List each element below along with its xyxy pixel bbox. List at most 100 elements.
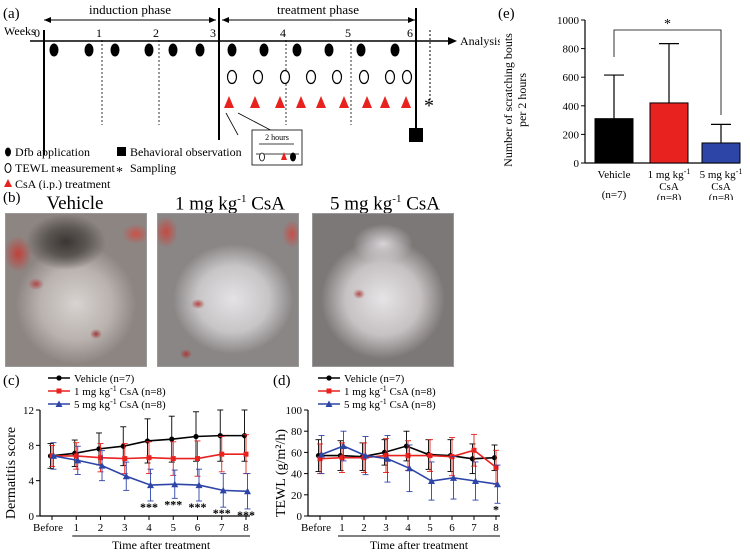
csa-mark-icon (275, 96, 285, 108)
dfb-mark-icon (356, 43, 366, 57)
dfb-mark-icon (144, 43, 154, 57)
point (122, 456, 128, 462)
significance-annotation: *** (140, 500, 158, 514)
bar-ytick-label: 200 (563, 129, 580, 141)
xtick-label: 7 (471, 522, 477, 534)
week-tick-0: 0 (34, 26, 40, 40)
dermatitis-line-chart: (c) Vehicle (n=7)1 mg kg-1 CsA (n=8)5 mg… (3, 373, 255, 552)
significance-annotation: *** (164, 497, 182, 511)
point (193, 433, 199, 440)
ytick-label: 12 (23, 405, 34, 417)
bar-category-n: (n=7) (602, 189, 627, 200)
bar-ytick-label: 400 (563, 101, 580, 113)
photo-panel: (b) Vehicle 1 mg kg-1 CsA 5 mg kg-1 CsA (0, 190, 460, 370)
legend-entry: 1 mg kg-1 CsA (n=8) (74, 384, 166, 398)
bar-ylabel-line1: Number of scratching bouts (501, 33, 515, 167)
xtick-label: 8 (243, 522, 249, 534)
dfb-mark-icon (49, 43, 59, 57)
xtick-label: 7 (219, 522, 225, 534)
xtick-label: 1 (339, 522, 345, 534)
inset-csa-icon (281, 152, 287, 160)
point (317, 456, 323, 462)
dfb-mark-icon (195, 43, 205, 57)
xtick-label: 3 (122, 522, 128, 534)
csa-mark-icon (380, 96, 390, 108)
timeline-diagram: (a) Weeks induction phase treatment phas… (3, 2, 500, 190)
significance-annotation: *** (213, 506, 231, 520)
legend-sampling-icon: * (116, 165, 123, 180)
legend-tewl-text: TEWL measurement (15, 161, 116, 175)
legend-marker (55, 400, 63, 407)
xtick-label: Before (301, 522, 331, 534)
treatment-phase-label: treatment phase (277, 2, 359, 17)
ytick-label: 8 (29, 440, 35, 452)
bar-category-n: (n=8) (657, 192, 682, 200)
photo-title-5mg-sup: -1 (392, 193, 402, 205)
significance-star: * (664, 17, 671, 32)
tewl-mark-icon (279, 69, 291, 85)
timeline-legend: Dfb application TEWL measurement CsA (i.… (4, 145, 242, 190)
point (384, 455, 391, 462)
xlabel: Time after treatment (370, 538, 469, 552)
xtick-label: 6 (195, 522, 201, 534)
ytick-label: 0 (29, 511, 35, 523)
legend-sampling-text: Sampling (130, 161, 176, 175)
point (98, 455, 103, 461)
bar-ytick-label: 800 (563, 44, 580, 56)
significance-annotation: *** (189, 500, 207, 514)
ytick-label: 0 (297, 511, 303, 523)
photo-title-5mg-post: CsA (401, 193, 440, 215)
xtick-label: 5 (171, 522, 177, 534)
c-ylabel: Dermatitis score (4, 427, 19, 519)
point (428, 477, 435, 485)
analysis-label: Analysis (460, 34, 500, 48)
skin-photo-1mg (157, 213, 299, 367)
dfb-mark-icon (84, 43, 94, 57)
point (169, 436, 175, 442)
bar-category-label-2: CsA (659, 181, 679, 193)
point (195, 481, 203, 489)
tewl-mark-icon (331, 69, 343, 85)
point (122, 472, 130, 480)
point (73, 453, 79, 459)
legend-entry: 5 mg kg-1 CsA (n=8) (344, 397, 436, 411)
point (471, 447, 477, 453)
point (318, 451, 325, 458)
dfb-mark-icon (110, 43, 120, 57)
ytick-label: 20 (291, 490, 303, 502)
csa-mark-icon (339, 96, 349, 108)
bar-category-label-2: CsA (711, 181, 731, 193)
legend-marker (325, 400, 333, 407)
point (170, 456, 176, 462)
point (339, 455, 345, 461)
inset-tewl-icon (259, 152, 265, 162)
week-tick-3: 3 (210, 26, 216, 40)
legend-entry: 5 mg kg-1 CsA (n=8) (74, 397, 166, 411)
point (195, 456, 200, 462)
panel-c-label: (c) (3, 373, 20, 389)
photo-title-5mg: 5 mg kg-1 CsA (310, 193, 460, 215)
point (472, 477, 479, 485)
point (405, 453, 411, 459)
legend-csa-text: CsA (i.p.) treatment (15, 177, 111, 190)
xtick-label: 8 (493, 522, 499, 534)
legend-tewl-icon (4, 163, 12, 173)
tewl-mark-icon (384, 69, 396, 85)
legend-marker (56, 388, 62, 394)
photo-title-1mg-post: CsA (246, 193, 285, 215)
bar-0 (594, 118, 634, 164)
xtick-label: 2 (98, 522, 104, 534)
week-tick-4: 4 (280, 26, 286, 40)
xtick-label: 6 (449, 522, 455, 534)
ytick-label: 4 (29, 476, 35, 488)
d-ylabel: TEWL (g/m²/h) (274, 429, 289, 517)
xtick-label: 5 (427, 522, 433, 534)
legend-dfb-icon (5, 147, 11, 157)
bar-ytick-label: 0 (574, 158, 580, 170)
inset-dfb-icon (290, 152, 296, 162)
significance-annotation: *** (237, 508, 255, 522)
tewl-line-chart: (d) Vehicle (n=7)1 mg kg-1 CsA (n=8)5 mg… (273, 373, 501, 552)
tewl-mark-icon (252, 69, 264, 85)
xtick-label: 1 (74, 522, 80, 534)
panel-b-label: (b) (3, 190, 21, 206)
